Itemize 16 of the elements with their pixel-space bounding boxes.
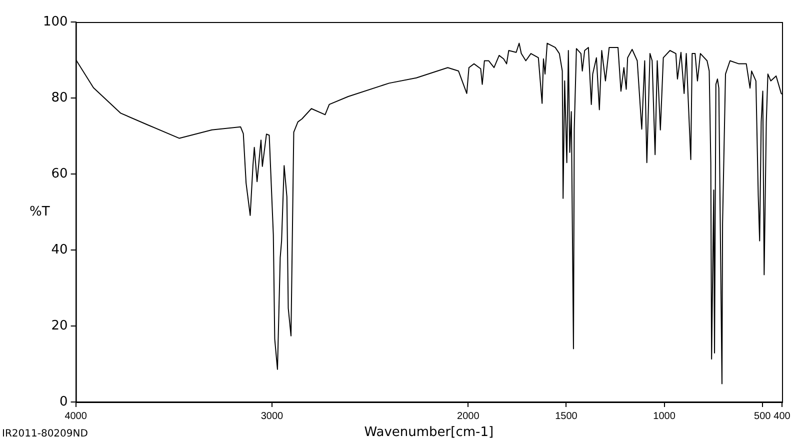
x-tick-label: 500 [754, 410, 772, 422]
x-tick-label: 4000 [64, 410, 88, 422]
x-tick-label: 3000 [260, 410, 284, 422]
x-tick-label: 1000 [653, 410, 676, 422]
text: IR2011-80209ND [2, 428, 88, 440]
y-tick-label: 80 [51, 90, 68, 106]
y-tick-label: 0 [60, 394, 68, 410]
y-tick-label: 60 [51, 166, 68, 182]
y-axis-title: %T [30, 204, 50, 220]
x-tick-label: 400 [774, 410, 791, 422]
x-tick-label: 1500 [555, 410, 578, 422]
y-tick-label: 100 [42, 14, 68, 30]
y-tick-label: 20 [51, 318, 68, 334]
x-axis-title: Wavenumber[cm-1] [364, 424, 494, 440]
x-tick-label: 2000 [457, 410, 480, 422]
y-tick-label: 40 [51, 242, 68, 258]
